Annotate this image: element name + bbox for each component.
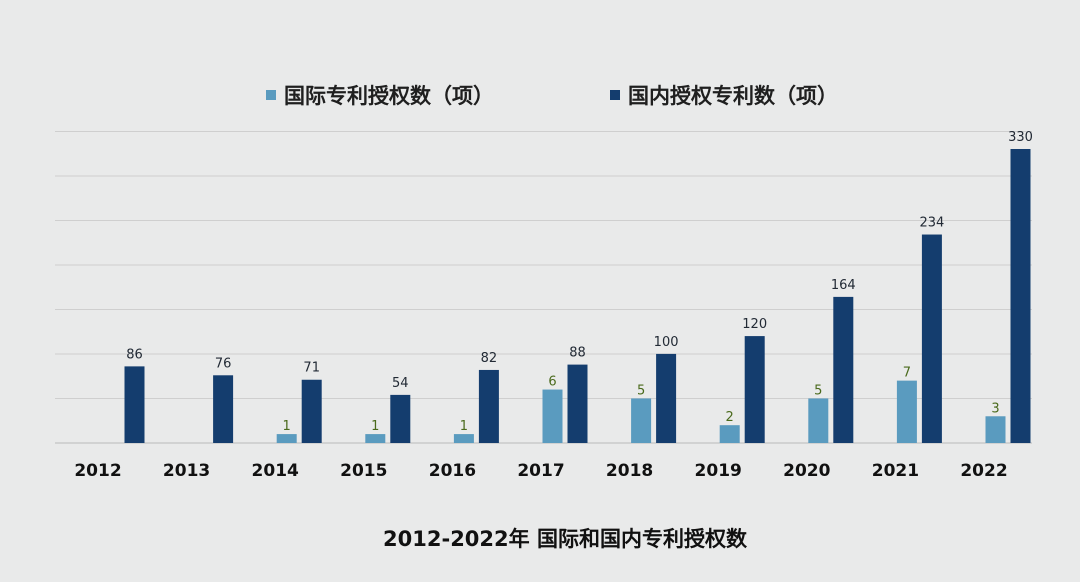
data-label-domestic-2012: 86 bbox=[126, 347, 143, 362]
data-label-domestic-2020: 164 bbox=[831, 278, 856, 293]
bar-intl-2019 bbox=[719, 425, 740, 443]
x-tick-label-2018: 2018 bbox=[606, 461, 653, 481]
x-tick-label-2019: 2019 bbox=[695, 461, 742, 481]
bar-domestic-2021 bbox=[921, 234, 942, 443]
data-label-domestic-2018: 100 bbox=[654, 335, 679, 350]
bar-domestic-2017 bbox=[567, 364, 588, 443]
x-tick-label-2012: 2012 bbox=[74, 461, 121, 481]
x-tick-label-2022: 2022 bbox=[960, 461, 1007, 481]
data-label-domestic-2016: 82 bbox=[481, 351, 498, 366]
data-label-domestic-2015: 54 bbox=[392, 376, 409, 391]
data-label-intl-2022: 3 bbox=[991, 401, 999, 416]
data-label-intl-2018: 5 bbox=[637, 383, 645, 398]
data-label-domestic-2019: 120 bbox=[742, 317, 767, 332]
bar-intl-2014 bbox=[276, 434, 297, 443]
bar-domestic-2013 bbox=[213, 375, 234, 443]
data-label-intl-2016: 1 bbox=[460, 419, 468, 434]
x-tick-label-2014: 2014 bbox=[252, 461, 299, 481]
bar-domestic-2019 bbox=[744, 336, 765, 443]
legend: 国际专利授权数（项） 国内授权专利数（项） bbox=[266, 84, 838, 108]
chart-title: 2012-2022年 国际和国内专利授权数 bbox=[383, 527, 748, 551]
x-tick-label-2017: 2017 bbox=[517, 461, 564, 481]
data-label-intl-2017: 6 bbox=[548, 375, 556, 390]
x-tick-label-2015: 2015 bbox=[340, 461, 387, 481]
x-tick-label-2016: 2016 bbox=[429, 461, 476, 481]
bar-intl-2018 bbox=[631, 398, 652, 443]
data-label-domestic-2021: 234 bbox=[919, 216, 944, 231]
bar-intl-2021 bbox=[896, 380, 917, 443]
bar-domestic-2016 bbox=[478, 369, 499, 443]
data-label-intl-2015: 1 bbox=[371, 419, 379, 434]
bar-domestic-2015 bbox=[390, 394, 411, 443]
bar-domestic-2022 bbox=[1010, 149, 1031, 443]
bar-labels: 86 76 1 71 1 54 1 82 6 88 5 100 2 120 5 164 7 234 3 330 bbox=[126, 130, 1033, 434]
data-label-domestic-2017: 88 bbox=[569, 346, 586, 361]
x-tick-label-2020: 2020 bbox=[783, 461, 830, 481]
data-label-intl-2019: 2 bbox=[726, 410, 734, 425]
bars bbox=[124, 149, 1031, 443]
legend-swatch-intl bbox=[266, 90, 276, 100]
data-label-domestic-2013: 76 bbox=[215, 356, 232, 371]
legend-label-intl: 国际专利授权数（项） bbox=[284, 84, 494, 108]
bar-domestic-2020 bbox=[833, 296, 854, 443]
x-tick-label-2021: 2021 bbox=[872, 461, 919, 481]
bar-intl-2022 bbox=[985, 416, 1006, 443]
data-label-domestic-2022: 330 bbox=[1008, 130, 1033, 145]
bar-intl-2015 bbox=[365, 434, 386, 443]
data-label-domestic-2014: 71 bbox=[303, 361, 320, 376]
bar-intl-2020 bbox=[808, 398, 829, 443]
x-axis-ticks: 2012 2013 2014 2015 2016 2017 2018 2019 2020 2021… bbox=[74, 461, 1007, 481]
bar-domestic-2014 bbox=[301, 379, 322, 443]
bar-domestic-2018 bbox=[656, 353, 677, 443]
data-label-intl-2014: 1 bbox=[283, 419, 291, 434]
data-label-intl-2020: 5 bbox=[814, 383, 822, 398]
x-tick-label-2013: 2013 bbox=[163, 461, 210, 481]
bar-intl-2016 bbox=[453, 434, 474, 443]
data-label-intl-2021: 7 bbox=[903, 366, 911, 381]
bar-domestic-2012 bbox=[124, 366, 145, 443]
legend-label-domestic: 国内授权专利数（项） bbox=[628, 84, 838, 108]
bar-intl-2017 bbox=[542, 389, 563, 443]
legend-swatch-domestic bbox=[610, 90, 620, 100]
